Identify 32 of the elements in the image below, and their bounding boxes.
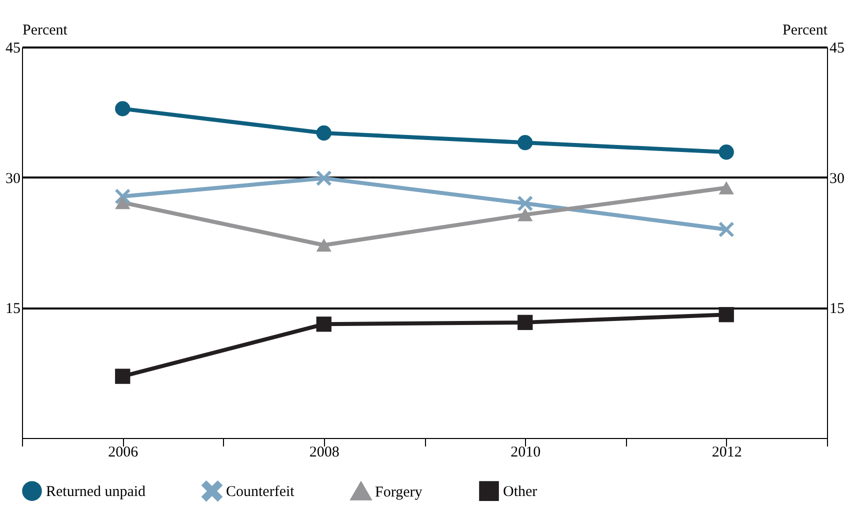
point: [718, 307, 734, 322]
x-tick-label: 2008: [309, 444, 340, 460]
y-tick-label: 15: [6, 301, 20, 318]
point: [316, 238, 332, 252]
point: [718, 222, 734, 238]
point: [718, 144, 734, 160]
y-axis-title: Percent: [22, 22, 68, 38]
point: [518, 135, 533, 150]
x-tick-label: 2006: [108, 444, 139, 460]
point: [518, 208, 533, 222]
y2-tick-label: 45: [830, 40, 844, 56]
point: [718, 181, 734, 194]
point: [115, 188, 130, 204]
point: [316, 125, 332, 141]
y2-tick-label: 30: [830, 170, 844, 187]
x-tick-label: 2010: [510, 444, 541, 460]
y-tick-label: 45: [6, 40, 20, 56]
y2-tick-label: 15: [830, 301, 844, 318]
point: [115, 196, 130, 210]
legend-label: Other: [503, 484, 538, 500]
legend-label: Counterfeit: [226, 484, 296, 500]
legend-label: Forgery: [375, 484, 423, 501]
point: [316, 170, 332, 186]
point: [115, 101, 130, 116]
point: [115, 368, 130, 384]
point: [518, 314, 533, 330]
x-tick-label: 2012: [712, 444, 742, 460]
legend-label: Returned unpaid: [46, 484, 146, 500]
y-tick-label: 30: [6, 170, 20, 187]
point: [316, 316, 332, 332]
point: [518, 196, 533, 211]
y2-axis-title: Percent: [782, 22, 828, 38]
